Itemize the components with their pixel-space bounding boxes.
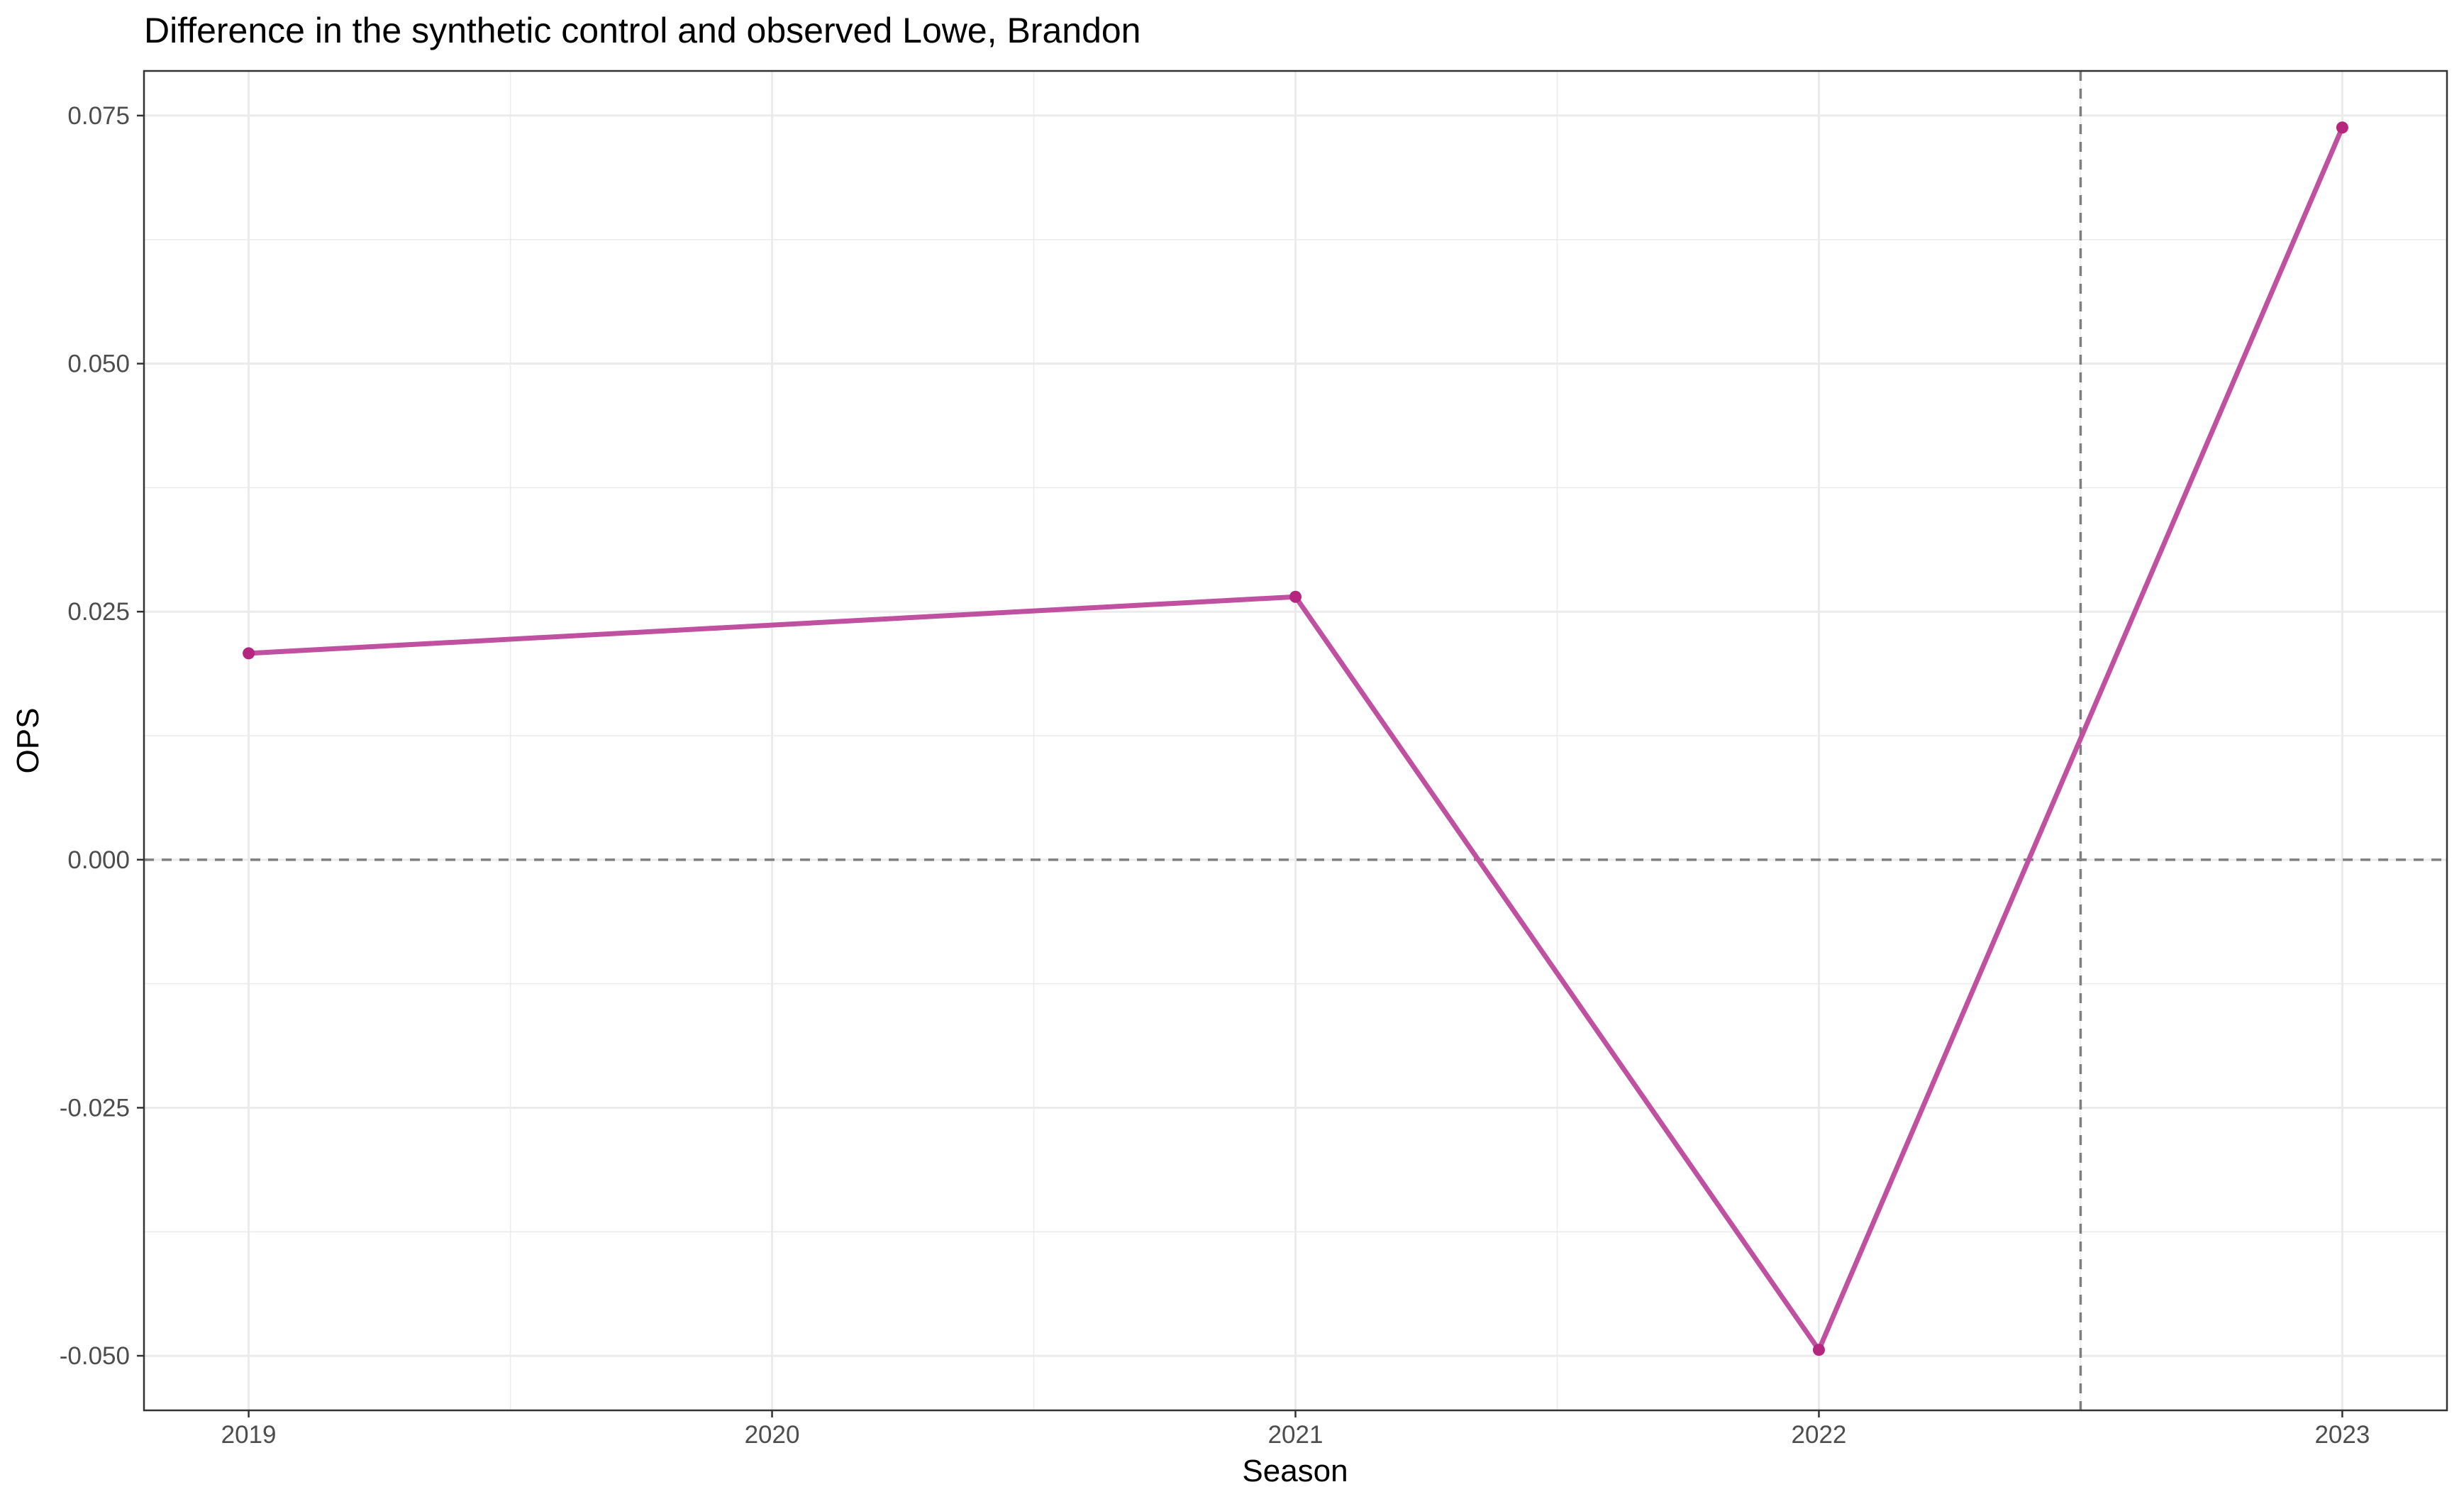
x-tick-label: 2022 <box>1792 1421 1847 1449</box>
y-axis: -0.050 -0.025 0.000 0.025 0.050 0.075 <box>60 102 144 1370</box>
chart-title: Difference in the synthetic control and … <box>144 11 1141 50</box>
x-tick-label: 2021 <box>1268 1421 1323 1449</box>
y-tick-label: 0.000 <box>67 846 130 874</box>
x-axis: 2019 2020 2021 2022 2023 <box>221 1410 2370 1449</box>
y-axis-title: OPS <box>11 708 45 774</box>
y-tick-label: 0.075 <box>67 102 130 130</box>
y-tick-label: -0.025 <box>60 1094 130 1122</box>
data-point <box>1812 1344 1825 1356</box>
data-point <box>2336 121 2348 134</box>
data-point <box>243 647 255 660</box>
x-tick-label: 2020 <box>745 1421 800 1449</box>
y-tick-label: 0.025 <box>67 598 130 626</box>
y-tick-label: 0.050 <box>67 350 130 378</box>
reference-lines <box>144 71 2447 1410</box>
x-axis-title: Season <box>1242 1454 1348 1488</box>
x-tick-label: 2019 <box>221 1421 277 1449</box>
series-layer <box>243 121 2348 1356</box>
x-tick-label: 2023 <box>2314 1421 2370 1449</box>
y-tick-label: -0.050 <box>60 1342 130 1370</box>
data-point <box>1289 590 1302 603</box>
grid-lines <box>144 71 2447 1410</box>
series-line <box>246 125 2345 1353</box>
